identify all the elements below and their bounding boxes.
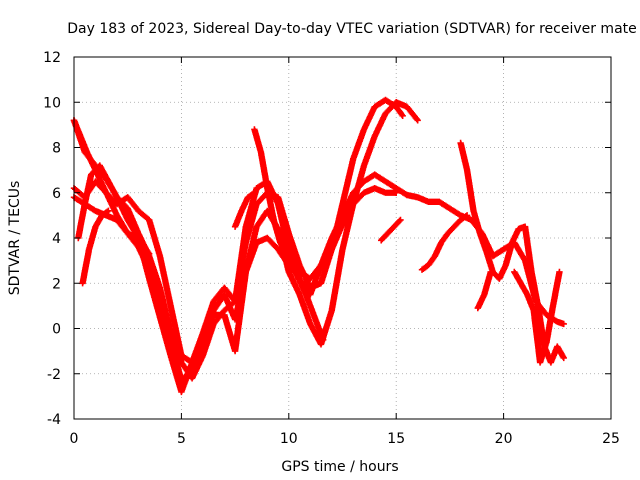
series-sat-l <box>474 268 494 312</box>
series-sat-i <box>378 216 404 244</box>
data-marks-sat-l <box>474 268 494 312</box>
data-marks-sat-i <box>378 216 404 244</box>
data-series-layer <box>70 96 567 396</box>
y-axis-label: SDTVAR / TECUs <box>7 181 23 296</box>
series-sat-j <box>418 212 471 273</box>
x-tick-label: 0 <box>70 431 79 447</box>
data-marks-sat-j <box>418 212 471 273</box>
y-tick-label: 8 <box>52 141 61 157</box>
y-tick-label: 4 <box>52 231 61 247</box>
x-tick-label: 10 <box>280 431 298 447</box>
axis-layer: 0 5 10 15 20 25 -4 -2 0 2 4 6 8 10 12 <box>43 50 620 447</box>
x-tick-label: 25 <box>602 431 620 447</box>
series-sat-f <box>79 207 112 287</box>
x-tick-label: 15 <box>387 431 405 447</box>
data-marks-sat-k <box>457 139 567 366</box>
y-tick-label: -4 <box>47 412 61 428</box>
chart-title: Day 183 of 2023, Sidereal Day-to-day VTE… <box>67 21 637 37</box>
y-tick-label: 10 <box>43 95 61 111</box>
data-marks-sat-h <box>251 126 327 344</box>
series-sat-h <box>251 126 327 344</box>
x-tick-label: 5 <box>177 431 186 447</box>
data-marks-sat-m <box>511 268 563 366</box>
series-sat-m <box>511 268 563 366</box>
series-sat-g <box>231 189 258 230</box>
x-tick-label: 20 <box>495 431 513 447</box>
data-marks-sat-f <box>79 207 112 287</box>
y-tick-label: 12 <box>43 50 61 66</box>
y-tick-label: 2 <box>52 276 61 292</box>
series-sat-k <box>457 139 567 366</box>
y-tick-label: -2 <box>47 367 61 383</box>
y-tick-label: 6 <box>52 186 61 202</box>
y-tick-label: 0 <box>52 322 61 338</box>
x-axis-label: GPS time / hours <box>281 459 398 475</box>
data-marks-sat-g <box>231 189 258 230</box>
